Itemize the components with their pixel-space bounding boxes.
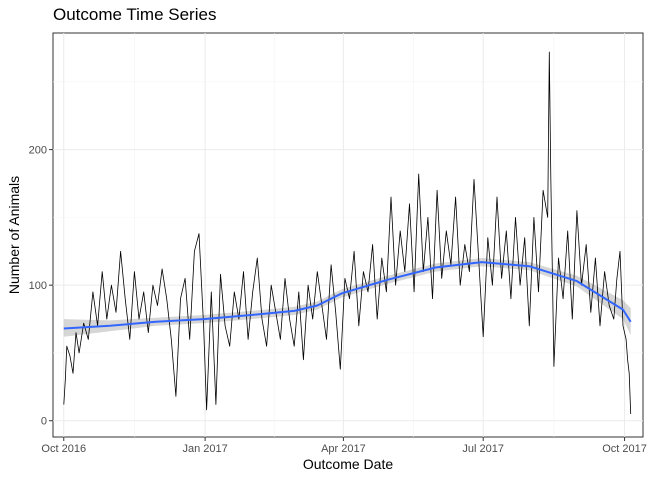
smooth-trend-line bbox=[63, 261, 632, 330]
smooth-confidence-band bbox=[63, 258, 631, 337]
x-axis-title: Outcome Date bbox=[303, 456, 393, 472]
x-tick-label: Apr 2017 bbox=[321, 443, 366, 455]
axes: Oct 2016 Jan 2017 Apr 2017 Jul 2017 Oct 2017… bbox=[29, 145, 647, 455]
grid-major bbox=[53, 33, 643, 437]
x-tick-label: Jan 2017 bbox=[182, 443, 227, 455]
y-tick-label: 200 bbox=[29, 145, 47, 157]
x-tick-label: Jul 2017 bbox=[462, 443, 504, 455]
x-tick-label: Oct 2017 bbox=[602, 443, 647, 455]
y-tick-label: 0 bbox=[41, 416, 47, 428]
y-tick-label: 100 bbox=[29, 280, 47, 292]
x-tick-label: Oct 2016 bbox=[41, 443, 86, 455]
grid-minor bbox=[53, 33, 643, 437]
y-axis-title: Number of Animals bbox=[6, 176, 22, 294]
chart-title: Outcome Time Series bbox=[53, 5, 217, 24]
confidence-band bbox=[63, 258, 631, 337]
daily-outcomes-line bbox=[63, 51, 632, 415]
series-layer bbox=[63, 51, 632, 415]
plot-panel bbox=[52, 32, 644, 438]
